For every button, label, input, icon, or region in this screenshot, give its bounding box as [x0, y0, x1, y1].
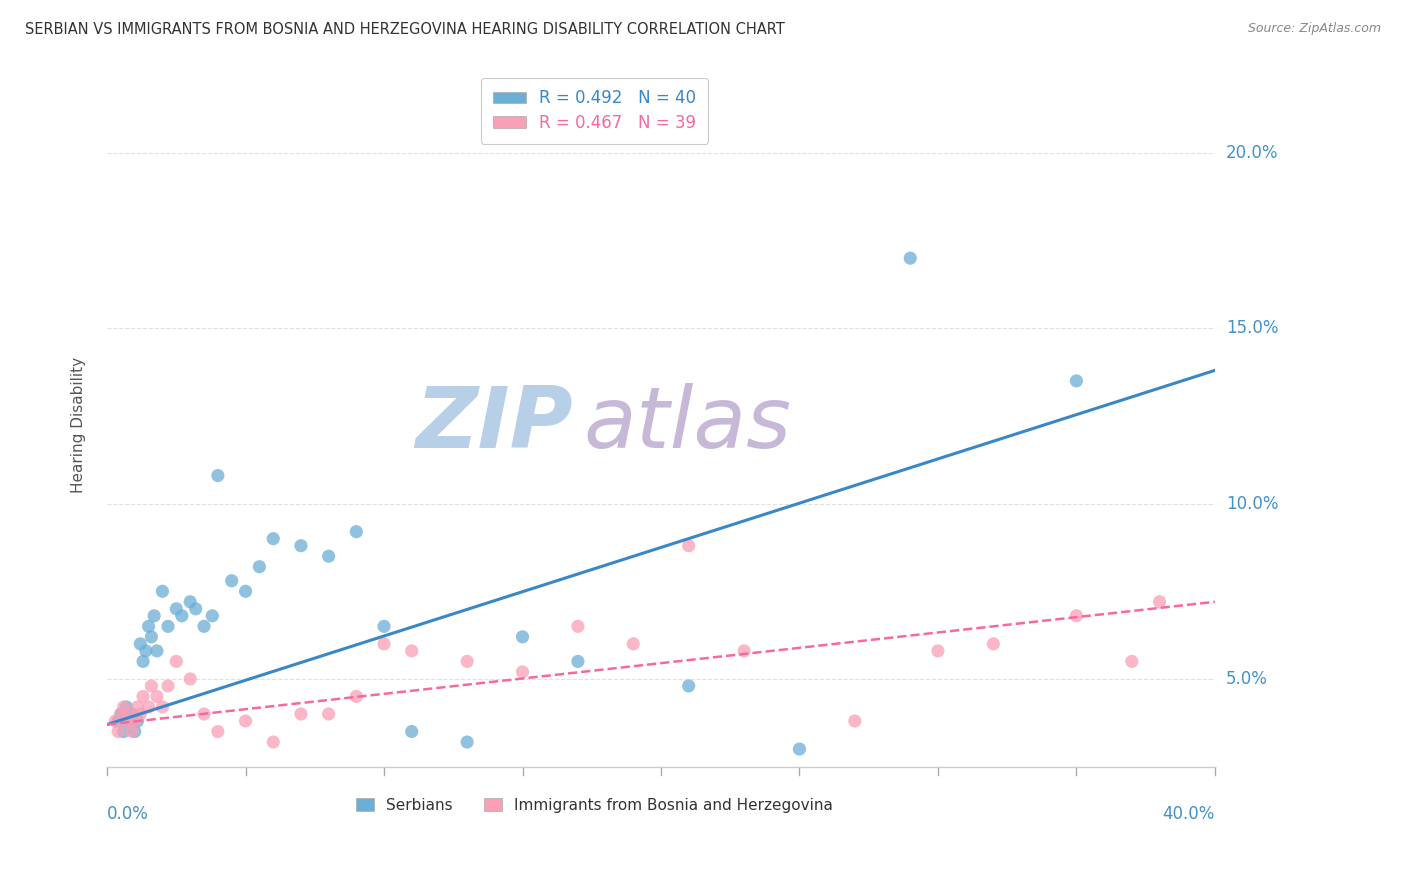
Point — [207, 468, 229, 483]
Point — [567, 654, 589, 668]
Point — [221, 574, 243, 588]
Point — [844, 714, 866, 728]
Point — [207, 724, 229, 739]
Point — [121, 706, 143, 721]
Point — [165, 602, 187, 616]
Point — [124, 714, 146, 728]
Point — [138, 700, 160, 714]
Text: 0.0%: 0.0% — [107, 805, 149, 823]
Point — [143, 608, 166, 623]
Point — [127, 714, 149, 728]
Point — [193, 706, 215, 721]
Point — [1149, 595, 1171, 609]
Point — [456, 735, 478, 749]
Point — [193, 619, 215, 633]
Point — [401, 644, 423, 658]
Text: ZIP: ZIP — [415, 384, 572, 467]
Point — [118, 706, 141, 721]
Point — [112, 724, 135, 739]
Point — [141, 679, 163, 693]
Point — [124, 724, 146, 739]
Point — [733, 644, 755, 658]
Point — [179, 672, 201, 686]
Point — [184, 602, 207, 616]
Point — [344, 524, 367, 539]
Point — [567, 619, 589, 633]
Point — [456, 654, 478, 668]
Text: 5.0%: 5.0% — [1226, 670, 1268, 688]
Point — [156, 619, 179, 633]
Point — [678, 679, 700, 693]
Point — [1066, 374, 1088, 388]
Point — [132, 654, 155, 668]
Point — [344, 690, 367, 704]
Text: 40.0%: 40.0% — [1163, 805, 1215, 823]
Point — [107, 724, 129, 739]
Point — [247, 559, 270, 574]
Point — [927, 644, 949, 658]
Point — [318, 549, 340, 564]
Point — [156, 679, 179, 693]
Point — [115, 700, 138, 714]
Y-axis label: Hearing Disability: Hearing Disability — [72, 357, 86, 492]
Point — [115, 714, 138, 728]
Point — [107, 714, 129, 728]
Point — [235, 714, 257, 728]
Point — [129, 637, 152, 651]
Point — [401, 724, 423, 739]
Point — [132, 690, 155, 704]
Point — [138, 619, 160, 633]
Point — [135, 644, 157, 658]
Point — [983, 637, 1005, 651]
Point — [141, 630, 163, 644]
Point — [789, 742, 811, 756]
Point — [290, 539, 312, 553]
Point — [201, 608, 224, 623]
Point — [1066, 608, 1088, 623]
Point — [179, 595, 201, 609]
Legend: R = 0.492   N = 40, R = 0.467   N = 39: R = 0.492 N = 40, R = 0.467 N = 39 — [481, 78, 709, 144]
Point — [318, 706, 340, 721]
Text: 20.0%: 20.0% — [1226, 144, 1278, 162]
Point — [373, 637, 395, 651]
Point — [146, 690, 169, 704]
Point — [170, 608, 193, 623]
Point — [110, 706, 132, 721]
Text: atlas: atlas — [583, 384, 792, 467]
Point — [127, 700, 149, 714]
Point — [112, 700, 135, 714]
Point — [146, 644, 169, 658]
Point — [678, 539, 700, 553]
Point — [621, 637, 644, 651]
Point — [898, 251, 921, 265]
Text: SERBIAN VS IMMIGRANTS FROM BOSNIA AND HERZEGOVINA HEARING DISABILITY CORRELATION: SERBIAN VS IMMIGRANTS FROM BOSNIA AND HE… — [25, 22, 785, 37]
Point — [118, 714, 141, 728]
Point — [104, 714, 127, 728]
Point — [110, 706, 132, 721]
Point — [290, 706, 312, 721]
Point — [235, 584, 257, 599]
Point — [262, 735, 284, 749]
Point — [512, 630, 534, 644]
Point — [373, 619, 395, 633]
Point — [121, 724, 143, 739]
Point — [152, 584, 174, 599]
Point — [262, 532, 284, 546]
Text: Source: ZipAtlas.com: Source: ZipAtlas.com — [1247, 22, 1381, 36]
Point — [512, 665, 534, 679]
Text: 10.0%: 10.0% — [1226, 494, 1278, 513]
Point — [129, 706, 152, 721]
Point — [165, 654, 187, 668]
Point — [152, 700, 174, 714]
Point — [1121, 654, 1143, 668]
Text: 15.0%: 15.0% — [1226, 319, 1278, 337]
